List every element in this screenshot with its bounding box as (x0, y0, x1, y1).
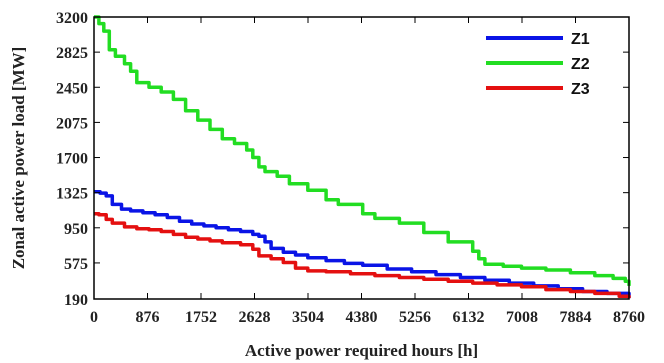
legend-label-z1: Z1 (571, 31, 590, 48)
y-tick-label: 1325 (56, 186, 88, 203)
y-tick-label: 2450 (56, 80, 88, 97)
y-tick-label: 575 (64, 256, 88, 273)
x-tick-label: 8760 (613, 309, 645, 326)
legend-label-z2: Z2 (571, 56, 590, 73)
x-tick-label: 5256 (399, 309, 431, 326)
y-tick-label: 3200 (56, 10, 88, 27)
x-tick-label: 7008 (506, 309, 538, 326)
y-tick-label: 190 (64, 292, 88, 309)
series-line-z1 (94, 189, 631, 299)
y-tick-label: 1700 (56, 151, 88, 168)
x-tick-label: 7884 (560, 309, 592, 326)
legend: Z1 Z2 Z3 (486, 31, 590, 98)
x-axis-label: Active power required hours [h] (245, 341, 478, 360)
x-tick-label: 3504 (292, 309, 324, 326)
series-line-z2 (94, 15, 631, 286)
x-tick-label: 0 (90, 309, 98, 326)
y-axis-label: Zonal active power load [MW] (9, 47, 28, 270)
x-tick-label: 876 (136, 309, 160, 326)
y-tick-label: 2825 (56, 45, 88, 62)
y-tick-label: 2075 (56, 115, 88, 132)
tick-layer: 0 876 1752 2628 3504 4380 5256 6132 7008 7884 8760… (56, 10, 645, 326)
series-layer (94, 15, 631, 299)
x-tick-label: 2628 (239, 309, 271, 326)
x-tick-label: 4380 (346, 309, 378, 326)
y-tick-label: 950 (64, 221, 88, 238)
series-line-z3 (94, 211, 631, 299)
x-tick-label: 1752 (185, 309, 217, 326)
x-tick-label: 6132 (453, 309, 485, 326)
legend-label-z3: Z3 (571, 81, 590, 98)
plot-frame (93, 16, 630, 300)
